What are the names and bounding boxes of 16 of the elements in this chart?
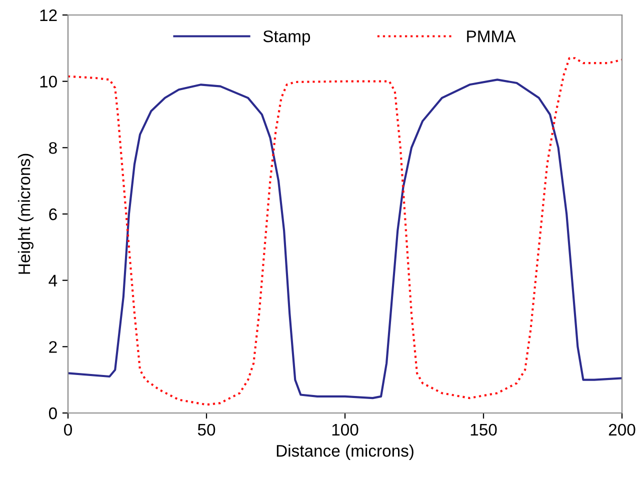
- x-tick-label: 100: [332, 424, 358, 436]
- x-tick-label: 200: [608, 424, 636, 436]
- y-tick-label: 4: [48, 274, 58, 286]
- y-tick-label: 10: [40, 76, 57, 88]
- y-tick-label: 2: [49, 341, 57, 353]
- y-tick-label: 12: [40, 9, 57, 22]
- legend-label: Stamp: [263, 30, 310, 46]
- y-tick-label: 0: [48, 407, 57, 420]
- x-tick-label: 0: [64, 424, 72, 436]
- x-tick-label: 50: [198, 424, 216, 436]
- y-tick-label: 6: [49, 208, 57, 220]
- legend-label: PMMA: [467, 30, 516, 42]
- x-tick-label: 150: [470, 424, 497, 436]
- x-axis-title: Distance (microns): [276, 444, 414, 460]
- y-axis-title: Height (microns): [18, 154, 34, 274]
- y-tick-label: 8: [49, 142, 57, 154]
